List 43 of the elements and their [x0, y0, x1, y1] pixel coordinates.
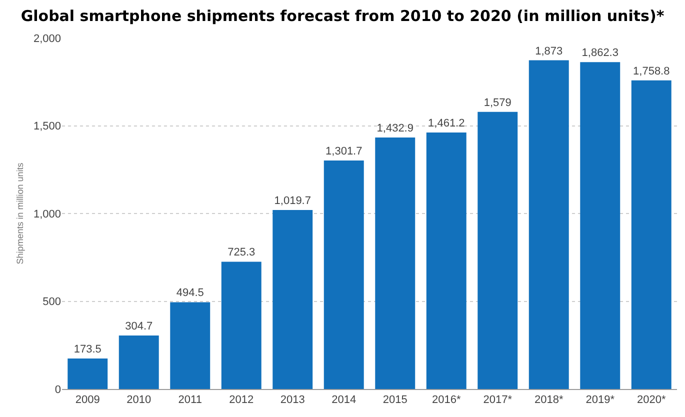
data-label: 1,758.8	[633, 65, 670, 78]
bar	[528, 60, 569, 389]
x-tick-label: 2019*	[586, 394, 616, 406]
data-label: 1,301.7	[326, 146, 362, 158]
bar	[375, 138, 416, 389]
y-tick-label: 1,000	[33, 208, 61, 220]
x-tick-label: 2017*	[483, 394, 513, 406]
data-label: 173.5	[74, 344, 102, 356]
x-tick-label: 2020*	[636, 394, 666, 406]
bar	[170, 302, 210, 389]
data-label: 725.3	[228, 246, 256, 259]
bar	[221, 262, 262, 389]
bar	[118, 336, 159, 389]
y-tick-label: 2,000	[33, 32, 61, 45]
chart-title: Global smartphone shipments forecast from 2010 to 2020 (in million units)*	[20, 6, 664, 25]
x-tick-label: 2010	[126, 394, 152, 406]
bar	[426, 132, 466, 389]
data-label: 1,862.3	[582, 47, 618, 60]
y-tick-label: 0	[54, 384, 61, 396]
x-tick-label: 2013	[280, 394, 305, 406]
y-tick-label: 1,500	[33, 120, 61, 133]
data-label: 1,579	[484, 96, 512, 109]
data-label: 494.5	[176, 287, 204, 300]
y-axis-title: Shipments in million units	[14, 162, 25, 264]
data-label: 1,019.7	[274, 195, 311, 208]
bar	[324, 160, 364, 389]
bar	[631, 80, 672, 389]
y-tick-label: 500	[42, 296, 61, 308]
x-tick-label: 2012	[229, 394, 254, 406]
x-tick-label: 2014	[332, 394, 356, 406]
bar	[272, 210, 313, 389]
x-tick-label: 2011	[178, 394, 202, 406]
bar	[68, 358, 108, 389]
bar	[478, 112, 518, 389]
data-label: 1,432.9	[376, 122, 414, 135]
data-label: 304.7	[125, 320, 153, 333]
x-tick-label: 2009	[75, 394, 100, 406]
x-tick-label: 2015	[382, 394, 408, 406]
x-tick-label: 2018*	[534, 394, 564, 406]
x-tick-label: 2016*	[432, 394, 462, 406]
bar	[580, 62, 620, 389]
data-label: 1,873	[535, 45, 563, 58]
data-label: 1,461.2	[428, 118, 465, 130]
